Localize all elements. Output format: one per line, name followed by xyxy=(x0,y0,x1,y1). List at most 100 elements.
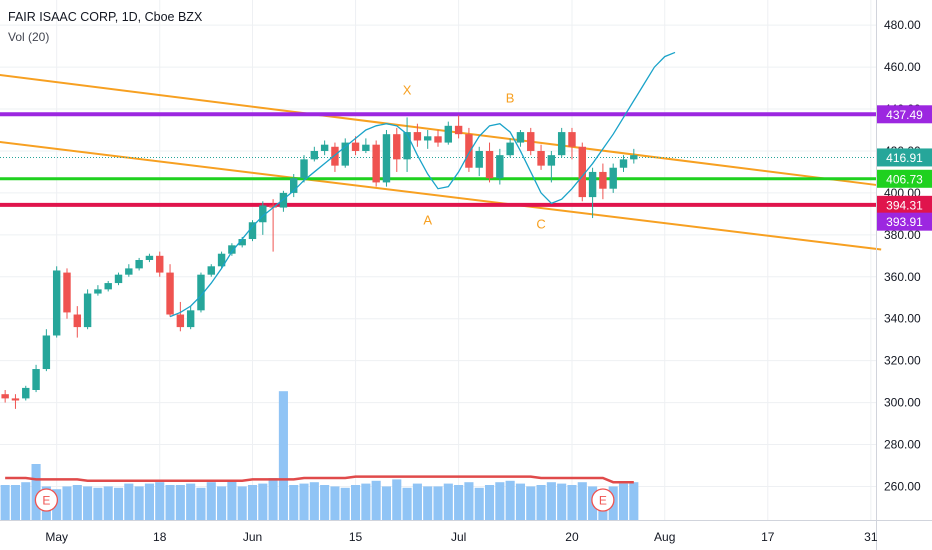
candle-61 xyxy=(630,148,638,164)
volume-bar-1 xyxy=(10,485,21,520)
candle-2 xyxy=(22,385,30,401)
price-tag-437-49: 437.49 xyxy=(877,105,932,124)
candle-body-30 xyxy=(310,150,319,160)
candle-18 xyxy=(186,306,195,330)
volume-bar-49 xyxy=(505,480,515,520)
candle-body-7 xyxy=(73,314,82,328)
volume-bar-53 xyxy=(546,482,556,520)
x-tick-label-7: 17 xyxy=(761,530,775,544)
candle-body-6 xyxy=(63,272,71,313)
volume-bar-21 xyxy=(217,486,227,520)
candle-52 xyxy=(537,144,545,170)
volume-bar-42 xyxy=(433,486,443,520)
candle-body-39 xyxy=(403,132,411,160)
earnings-marker-0: E xyxy=(34,488,59,512)
candle-body-13 xyxy=(135,260,143,269)
volume-bar-19 xyxy=(196,487,206,520)
earnings-text-0: E xyxy=(42,494,50,508)
volume-bar-37 xyxy=(381,486,392,520)
wave-label-b: B xyxy=(506,91,515,106)
candle-36 xyxy=(372,140,380,187)
volume-bar-45 xyxy=(464,482,474,520)
candle-0 xyxy=(1,390,9,403)
candle-45 xyxy=(465,127,473,172)
volume-bar-56 xyxy=(577,482,587,520)
volume-bar-40 xyxy=(412,483,422,520)
candle-30 xyxy=(310,146,319,162)
wave-label-a: A xyxy=(423,212,432,227)
candle-43 xyxy=(444,121,453,145)
candle-body-51 xyxy=(527,132,535,151)
volume-bar-54 xyxy=(557,483,567,520)
candle-59 xyxy=(609,163,617,193)
candle-10 xyxy=(104,280,112,292)
candle-body-45 xyxy=(465,134,473,168)
candle-17 xyxy=(176,301,185,332)
candle-6 xyxy=(63,268,71,319)
candle-body-15 xyxy=(156,255,164,273)
volume-bar-34 xyxy=(351,485,361,520)
symbol-title[interactable]: FAIR ISAAC CORP, 1D, Cboe BZX xyxy=(8,10,203,24)
y-tick-label-4: 340.00 xyxy=(884,312,921,326)
y-tick-label-1: 280.00 xyxy=(884,438,921,452)
candle-body-9 xyxy=(94,289,102,294)
candle-8 xyxy=(83,289,92,330)
candle-46 xyxy=(475,146,483,177)
candle-50 xyxy=(516,130,525,147)
candle-1 xyxy=(11,394,20,409)
volume-bar-61 xyxy=(629,482,639,520)
channel-upper-line xyxy=(0,74,882,187)
candle-body-53 xyxy=(547,155,556,166)
volume-bar-35 xyxy=(361,483,371,520)
candle-57 xyxy=(588,167,597,219)
candle-body-58 xyxy=(599,171,607,189)
candle-body-20 xyxy=(207,266,215,275)
candle-body-5 xyxy=(52,270,61,336)
volume-bar-11 xyxy=(113,487,124,520)
candle-body-43 xyxy=(444,125,453,143)
candle-body-11 xyxy=(114,274,123,284)
volume-bar-15 xyxy=(155,482,165,520)
candle-53 xyxy=(547,150,556,183)
candle-32 xyxy=(331,142,339,172)
candle-body-12 xyxy=(125,268,133,275)
volume-bar-30 xyxy=(309,482,319,520)
volume-bar-25 xyxy=(258,483,268,520)
volume-bar-9 xyxy=(93,487,103,520)
candle-body-42 xyxy=(434,136,442,143)
candle-15 xyxy=(156,251,164,277)
candle-13 xyxy=(135,257,143,271)
volume-bar-13 xyxy=(134,486,144,520)
x-tick-label-3: 15 xyxy=(349,530,363,544)
candle-body-61 xyxy=(630,155,638,160)
candle-4 xyxy=(42,329,51,372)
candle-body-48 xyxy=(496,155,504,179)
candle-body-49 xyxy=(506,142,514,156)
volume-bar-24 xyxy=(247,485,258,520)
candle-body-2 xyxy=(22,387,30,399)
volume-indicator-label[interactable]: Vol (20) xyxy=(8,30,50,44)
candle-body-54 xyxy=(557,132,566,156)
volume-bar-38 xyxy=(392,479,402,520)
candle-41 xyxy=(423,130,432,149)
x-tick-label-2: Jun xyxy=(243,530,262,544)
wave-label-x: X xyxy=(403,82,412,97)
price-tag-393-91: 393.91 xyxy=(877,212,932,231)
x-tick-label-0: May xyxy=(45,530,68,544)
candle-42 xyxy=(434,130,442,147)
candle-11 xyxy=(114,272,123,286)
volume-bar-26 xyxy=(268,478,278,520)
x-tick-label-4: Jul xyxy=(451,530,466,544)
price-tag-text-4: 416.91 xyxy=(886,151,923,165)
volume-bar-47 xyxy=(484,485,495,520)
earnings-marker-1: E xyxy=(591,488,615,512)
x-tick-label-8: 31 xyxy=(864,530,878,544)
volume-bar-27 xyxy=(278,391,288,520)
price-tag-text-0: 437.49 xyxy=(886,108,923,122)
candle-body-44 xyxy=(454,125,463,135)
volume-bar-16 xyxy=(165,485,175,520)
candle-body-18 xyxy=(186,310,195,328)
candle-body-35 xyxy=(362,144,370,151)
y-tick-label-3: 320.00 xyxy=(884,354,921,368)
